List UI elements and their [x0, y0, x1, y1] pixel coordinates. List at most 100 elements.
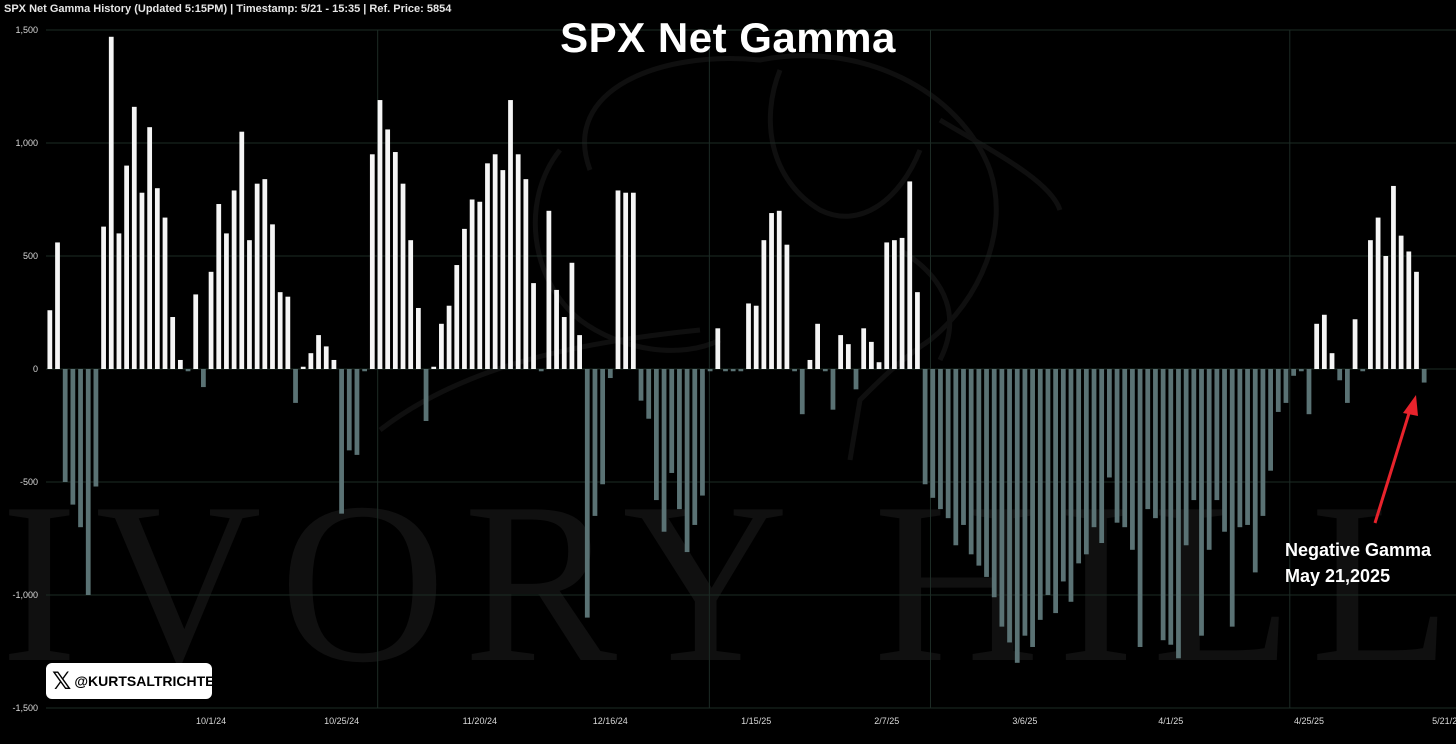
bar [845, 344, 851, 369]
bar [1222, 369, 1227, 532]
bar [938, 369, 943, 510]
bar [331, 359, 337, 369]
y-tick-label: -1,000 [12, 590, 38, 600]
bar [577, 335, 582, 369]
bar [408, 240, 414, 369]
bar [423, 369, 429, 421]
bar [193, 294, 199, 369]
bar [892, 240, 897, 369]
bar [254, 183, 260, 369]
bar [822, 369, 828, 372]
bar [1106, 369, 1112, 478]
bar [247, 240, 252, 369]
bar [899, 237, 905, 369]
bar [976, 369, 982, 566]
bar [746, 303, 751, 369]
bar [47, 310, 53, 369]
bar [1030, 369, 1035, 647]
arrow-head [1403, 395, 1418, 416]
y-tick-label: 1,000 [15, 138, 38, 148]
bar [730, 369, 736, 372]
x-tick-label: 11/20/24 [463, 716, 497, 726]
x-axis-ticks: 10/1/24 10/25/24 11/20/24 12/16/24 1/15/25 2/… [196, 716, 1456, 726]
bar [277, 292, 283, 369]
bar [1183, 369, 1189, 546]
bar [1068, 369, 1074, 602]
x-tick-label: 4/25/25 [1294, 716, 1324, 726]
bar [638, 369, 644, 401]
bar [615, 190, 621, 369]
bar [224, 233, 229, 369]
bar [170, 317, 176, 369]
bar [1153, 369, 1158, 519]
bar [131, 106, 137, 369]
bar [62, 369, 68, 482]
bar [1360, 369, 1366, 372]
y-tick-label: 1,500 [15, 25, 38, 35]
bar [362, 369, 368, 372]
bar [1237, 369, 1243, 528]
bar [607, 369, 613, 379]
bar [85, 369, 91, 595]
bar [1352, 319, 1358, 369]
bar [1206, 369, 1212, 550]
x-tick-label: 12/16/24 [593, 716, 628, 726]
bar [769, 213, 774, 369]
bar [1245, 369, 1250, 525]
bar [1391, 185, 1396, 369]
x-tick-label: 10/25/24 [324, 716, 359, 726]
bar [308, 353, 314, 369]
bar [961, 369, 966, 525]
bar [922, 369, 928, 485]
bar [907, 181, 913, 369]
bar [469, 199, 475, 369]
bar [776, 210, 782, 369]
bar [531, 283, 536, 369]
bar [677, 369, 682, 510]
bar [815, 323, 820, 369]
bar [569, 262, 575, 369]
bar [853, 369, 859, 390]
bar [485, 163, 490, 369]
bar [792, 369, 797, 372]
bar [584, 369, 590, 618]
bar [1091, 369, 1097, 528]
bar [1053, 369, 1059, 614]
bar [515, 154, 521, 369]
bar [669, 369, 675, 473]
arrow-shaft [1373, 409, 1412, 524]
bar [930, 369, 936, 498]
bar [78, 369, 83, 528]
bar [807, 359, 813, 369]
bar [968, 369, 974, 555]
bar [108, 36, 114, 369]
bar [377, 100, 383, 369]
bar [239, 131, 245, 369]
bar [1037, 369, 1043, 620]
bar [400, 183, 406, 369]
bar [1191, 369, 1197, 501]
bar [876, 362, 882, 369]
bar [300, 366, 306, 369]
bar [554, 289, 559, 369]
bar [1083, 369, 1089, 555]
x-tick-label: 5/21/25 [1432, 716, 1456, 726]
bar [915, 292, 920, 369]
bar [1368, 240, 1373, 369]
bar [661, 369, 667, 532]
bar [369, 154, 375, 369]
bar [600, 369, 606, 485]
bar [1114, 369, 1120, 523]
bar [201, 369, 206, 388]
annotation-line-2: May 21,2025 [1285, 566, 1391, 586]
bar [723, 369, 728, 372]
bar [1137, 369, 1143, 647]
x-tick-label: 2/7/25 [874, 716, 899, 726]
bar [454, 265, 460, 369]
bar [1345, 369, 1350, 403]
bar [1406, 251, 1412, 369]
bar [339, 369, 344, 514]
bar [139, 192, 145, 369]
